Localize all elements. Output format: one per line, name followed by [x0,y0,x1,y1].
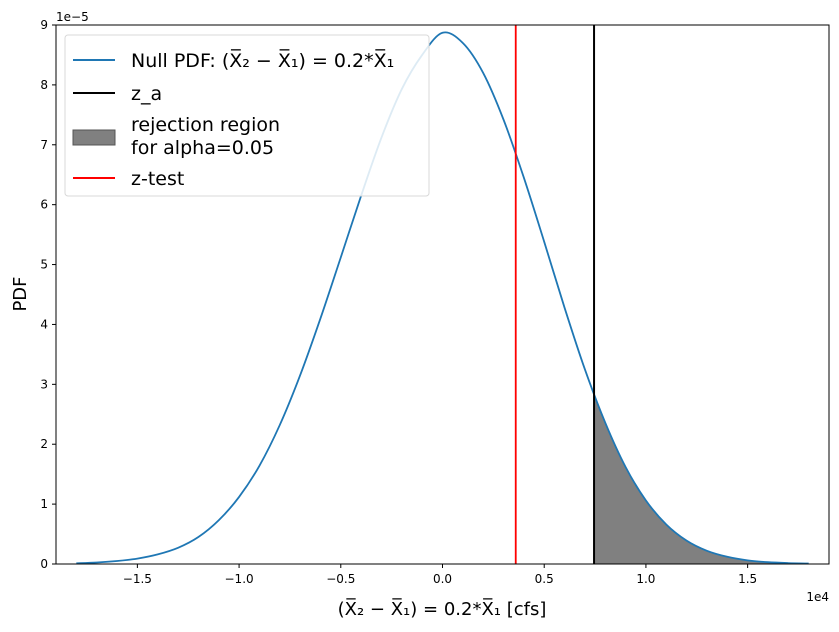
y-tick-label: 0 [40,557,48,571]
legend-z-test-label: z-test [131,168,184,190]
x-offset-text: 1e4 [806,590,829,604]
y-tick-label: 5 [40,258,48,272]
x-tick-label: 1.5 [738,572,757,586]
rejection-region-fill [594,393,809,564]
legend-rejection-label-line2: for alpha=0.05 [131,137,274,159]
y-offset-text: 1e−5 [56,10,89,24]
y-axis-label: PDF [10,276,31,311]
legend-rejection-swatch [72,129,116,146]
x-tick-label: 1.0 [636,572,655,586]
y-tick-label: 9 [40,18,48,32]
y-tick-label: 2 [40,437,48,451]
x-axis-label: (X̅₂ − X̅₁) = 0.2*X̅₁ [cfs] [338,598,547,620]
null-pdf-line [76,31,809,564]
x-tick-label: −0.5 [326,572,355,586]
x-tick-label: −1.0 [225,572,254,586]
y-tick-label: 4 [40,317,48,331]
x-axis-ticks: −1.5 −1.0 −0.5 0.0 0.5 1.0 1.5 [123,564,757,586]
legend-null-pdf-label: Null PDF: (X̅₂ − X̅₁) = 0.2*X̅₁ [131,48,394,72]
x-tick-label: 0.5 [535,572,554,586]
y-tick-label: 3 [40,377,48,391]
legend-box [64,34,430,197]
y-tick-label: 1 [40,497,48,511]
x-tick-label: 0.0 [433,572,452,586]
y-axis-ticks: 0 1 2 3 4 5 6 7 8 9 [40,18,56,571]
legend: Null PDF: (X̅₂ − X̅₁) = 0.2*X̅₁ z_a reje… [64,34,430,197]
y-tick-label: 6 [40,198,48,212]
y-tick-label: 8 [40,78,48,92]
x-tick-label: −1.5 [123,572,152,586]
legend-za-label: z_a [131,83,162,105]
legend-rejection-label-line1: rejection region [131,114,280,136]
y-tick-label: 7 [40,138,48,152]
plot-area [76,25,809,564]
